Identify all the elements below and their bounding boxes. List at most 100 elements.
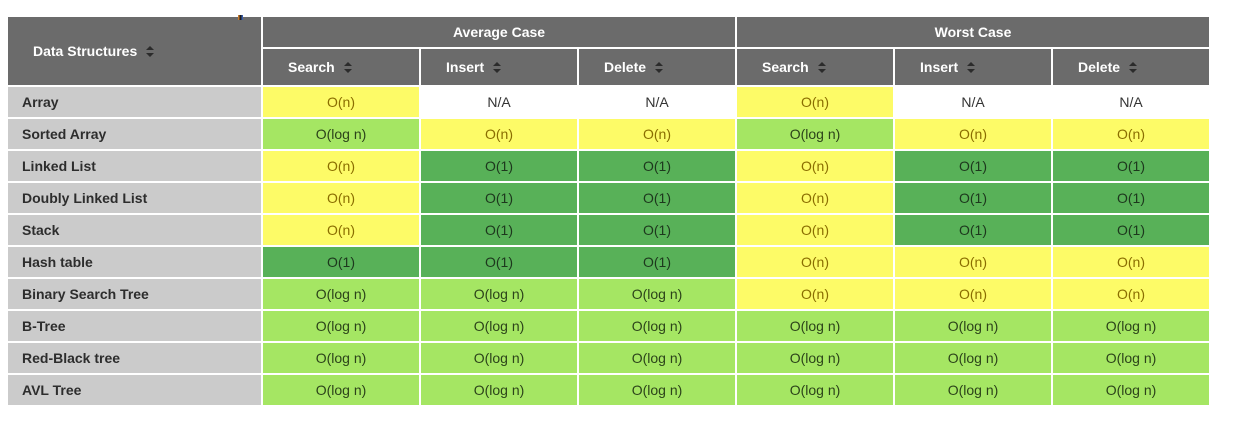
sort-icon bbox=[967, 62, 976, 73]
complexity-cell: O(1) bbox=[421, 183, 577, 213]
table-row-red-black-tree: Red-Black tree O(log n) O(log n) O(log n… bbox=[8, 343, 1209, 373]
column-header-worst-insert[interactable]: Insert bbox=[895, 49, 1051, 85]
sort-icon bbox=[655, 62, 664, 73]
row-label: Sorted Array bbox=[8, 119, 261, 149]
table-row-hash-table: Hash table O(1) O(1) O(1) O(n) O(n) O(n) bbox=[8, 247, 1209, 277]
complexity-cell: O(n) bbox=[1053, 247, 1209, 277]
complexity-cell: O(n) bbox=[579, 119, 735, 149]
complexity-cell: O(log n) bbox=[895, 343, 1051, 373]
column-header-label: Search bbox=[288, 59, 335, 75]
column-header-label: Data Structures bbox=[33, 43, 138, 59]
sort-icon bbox=[493, 62, 502, 73]
column-header-label: Search bbox=[762, 59, 809, 75]
sort-icon bbox=[817, 62, 827, 73]
complexity-cell: O(log n) bbox=[579, 343, 735, 373]
table-row-array: Array O(n) N/A N/A O(n) N/A N/A bbox=[8, 87, 1209, 117]
complexity-cell: O(n) bbox=[895, 119, 1051, 149]
complexity-cell: O(n) bbox=[1053, 279, 1209, 309]
group-header-average-case: Average Case bbox=[263, 17, 735, 47]
column-header-average-search[interactable]: Search bbox=[263, 49, 419, 85]
complexity-cell: O(n) bbox=[1053, 119, 1209, 149]
complexity-cell: O(1) bbox=[1053, 215, 1209, 245]
sort-icon bbox=[1129, 62, 1138, 73]
complexity-cell: O(log n) bbox=[421, 375, 577, 405]
complexity-cell: O(1) bbox=[579, 183, 735, 213]
complexity-cell: O(n) bbox=[421, 119, 577, 149]
complexity-cell: O(log n) bbox=[263, 311, 419, 341]
complexity-cell: O(n) bbox=[737, 215, 893, 245]
complexity-cell: O(log n) bbox=[737, 375, 893, 405]
column-header-average-delete[interactable]: Delete bbox=[579, 49, 735, 85]
complexity-cell: O(n) bbox=[737, 279, 893, 309]
complexity-cell: O(n) bbox=[895, 279, 1051, 309]
complexity-cell: O(n) bbox=[737, 247, 893, 277]
column-header-average-insert[interactable]: Insert bbox=[421, 49, 577, 85]
cropped-text-artifact bbox=[238, 15, 243, 20]
complexity-cell: O(log n) bbox=[263, 343, 419, 373]
row-label: Doubly Linked List bbox=[8, 183, 261, 213]
complexity-cell: O(1) bbox=[421, 247, 577, 277]
complexity-cell: N/A bbox=[1053, 87, 1209, 117]
column-header-worst-search[interactable]: Search bbox=[737, 49, 893, 85]
complexity-cell: O(log n) bbox=[737, 343, 893, 373]
complexity-cell: O(log n) bbox=[421, 279, 577, 309]
complexity-cell: O(log n) bbox=[263, 375, 419, 405]
complexity-cell: O(log n) bbox=[895, 375, 1051, 405]
table-row-linked-list: Linked List O(n) O(1) O(1) O(n) O(1) O(1… bbox=[8, 151, 1209, 181]
complexity-cell: O(1) bbox=[579, 215, 735, 245]
complexity-cell: O(log n) bbox=[737, 311, 893, 341]
group-header-row: Data Structures Average Case Worst Case bbox=[8, 17, 1209, 85]
operation-header-row: Search Insert Delete Search Insert Delet… bbox=[8, 49, 1209, 85]
column-header-worst-delete[interactable]: Delete bbox=[1053, 49, 1209, 85]
complexity-cell: N/A bbox=[579, 87, 735, 117]
complexity-cell: O(1) bbox=[421, 215, 577, 245]
table-header: Data Structures Average Case Worst Case … bbox=[8, 17, 1209, 85]
complexity-cell: O(log n) bbox=[737, 119, 893, 149]
sort-icon bbox=[146, 46, 155, 57]
complexity-cell: O(1) bbox=[895, 215, 1051, 245]
column-header-label: Delete bbox=[1078, 59, 1121, 75]
complexity-cell: O(1) bbox=[895, 183, 1051, 213]
complexity-cell: O(log n) bbox=[1053, 343, 1209, 373]
complexity-cell: O(log n) bbox=[579, 279, 735, 309]
complexity-cell: O(n) bbox=[263, 215, 419, 245]
complexity-cell: O(1) bbox=[579, 247, 735, 277]
column-header-data-structures[interactable]: Data Structures bbox=[8, 17, 261, 85]
complexity-cell: N/A bbox=[895, 87, 1051, 117]
complexity-cell: O(log n) bbox=[895, 311, 1051, 341]
complexity-cell: O(log n) bbox=[579, 311, 735, 341]
complexity-cell: O(n) bbox=[737, 87, 893, 117]
complexity-cell: O(1) bbox=[1053, 183, 1209, 213]
row-label: Stack bbox=[8, 215, 261, 245]
complexity-cell: O(log n) bbox=[263, 279, 419, 309]
row-label: AVL Tree bbox=[8, 375, 261, 405]
table-row-avl-tree: AVL Tree O(log n) O(log n) O(log n) O(lo… bbox=[8, 375, 1209, 405]
table-row-stack: Stack O(n) O(1) O(1) O(n) O(1) O(1) bbox=[8, 215, 1209, 245]
table-row-binary-search-tree: Binary Search Tree O(log n) O(log n) O(l… bbox=[8, 279, 1209, 309]
data-structure-operations-table: Data Structures Average Case Worst Case … bbox=[6, 15, 1211, 407]
complexity-cell: O(1) bbox=[1053, 151, 1209, 181]
complexity-cell: O(n) bbox=[263, 183, 419, 213]
column-header-label: Delete bbox=[604, 59, 647, 75]
column-header-label: Insert bbox=[446, 59, 485, 75]
page: Data Structures Average Case Worst Case … bbox=[0, 15, 1241, 429]
column-header-label: Insert bbox=[920, 59, 959, 75]
table-row-b-tree: B-Tree O(log n) O(log n) O(log n) O(log … bbox=[8, 311, 1209, 341]
complexity-cell: O(log n) bbox=[263, 119, 419, 149]
complexity-cell: O(1) bbox=[263, 247, 419, 277]
row-label: Red-Black tree bbox=[8, 343, 261, 373]
complexity-cell: O(n) bbox=[263, 151, 419, 181]
sort-icon bbox=[343, 62, 353, 73]
table-row-sorted-array: Sorted Array O(log n) O(n) O(n) O(log n)… bbox=[8, 119, 1209, 149]
complexity-cell: O(log n) bbox=[579, 375, 735, 405]
complexity-cell: O(n) bbox=[263, 87, 419, 117]
complexity-cell: O(n) bbox=[737, 183, 893, 213]
row-label: Array bbox=[8, 87, 261, 117]
row-label: Linked List bbox=[8, 151, 261, 181]
complexity-cell: O(log n) bbox=[421, 343, 577, 373]
complexity-cell: O(log n) bbox=[1053, 375, 1209, 405]
complexity-cell: O(log n) bbox=[1053, 311, 1209, 341]
complexity-cell: N/A bbox=[421, 87, 577, 117]
group-header-worst-case: Worst Case bbox=[737, 17, 1209, 47]
group-header-label: Average Case bbox=[452, 24, 546, 40]
